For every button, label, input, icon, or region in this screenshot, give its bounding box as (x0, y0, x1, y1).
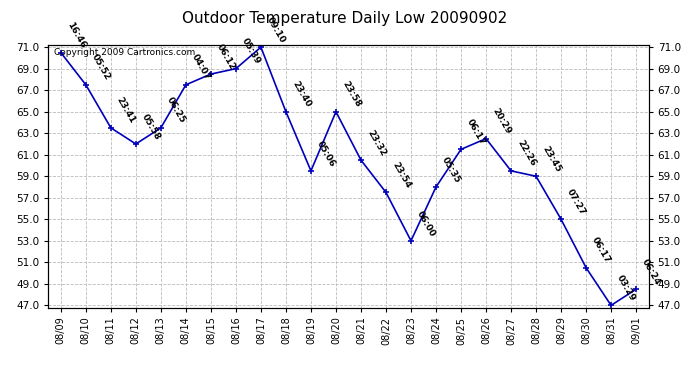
Text: 06:00: 06:00 (415, 209, 437, 238)
Text: 06:24: 06:24 (640, 257, 662, 286)
Text: 23:58: 23:58 (340, 80, 362, 109)
Text: 06:25: 06:25 (165, 96, 187, 125)
Text: 05:35: 05:35 (440, 155, 462, 184)
Text: 23:32: 23:32 (365, 128, 387, 158)
Text: 05:39: 05:39 (240, 37, 262, 66)
Text: 05:06: 05:06 (315, 139, 337, 168)
Text: Copyright 2009 Cartronics.com: Copyright 2009 Cartronics.com (55, 48, 195, 57)
Text: 09:10: 09:10 (265, 15, 287, 44)
Text: 06:17: 06:17 (590, 236, 612, 265)
Text: 05:58: 05:58 (140, 112, 162, 141)
Text: 16:46: 16:46 (65, 20, 87, 50)
Text: 07:27: 07:27 (565, 187, 587, 216)
Text: 03:29: 03:29 (615, 273, 638, 303)
Text: 23:41: 23:41 (115, 96, 137, 125)
Text: Outdoor Temperature Daily Low 20090902: Outdoor Temperature Daily Low 20090902 (182, 11, 508, 26)
Text: 06:17: 06:17 (465, 117, 487, 147)
Text: 05:52: 05:52 (90, 53, 112, 82)
Text: 23:40: 23:40 (290, 80, 312, 109)
Text: 06:12: 06:12 (215, 42, 237, 71)
Text: 22:26: 22:26 (515, 139, 538, 168)
Text: 20:29: 20:29 (490, 106, 512, 136)
Text: 23:54: 23:54 (390, 160, 413, 190)
Text: 04:07: 04:07 (190, 53, 212, 82)
Text: 23:45: 23:45 (540, 144, 562, 174)
